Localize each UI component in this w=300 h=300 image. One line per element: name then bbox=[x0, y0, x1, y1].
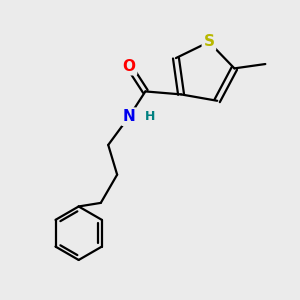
Text: S: S bbox=[203, 34, 214, 50]
Text: O: O bbox=[122, 59, 136, 74]
Text: H: H bbox=[145, 110, 156, 123]
Text: N: N bbox=[123, 109, 135, 124]
